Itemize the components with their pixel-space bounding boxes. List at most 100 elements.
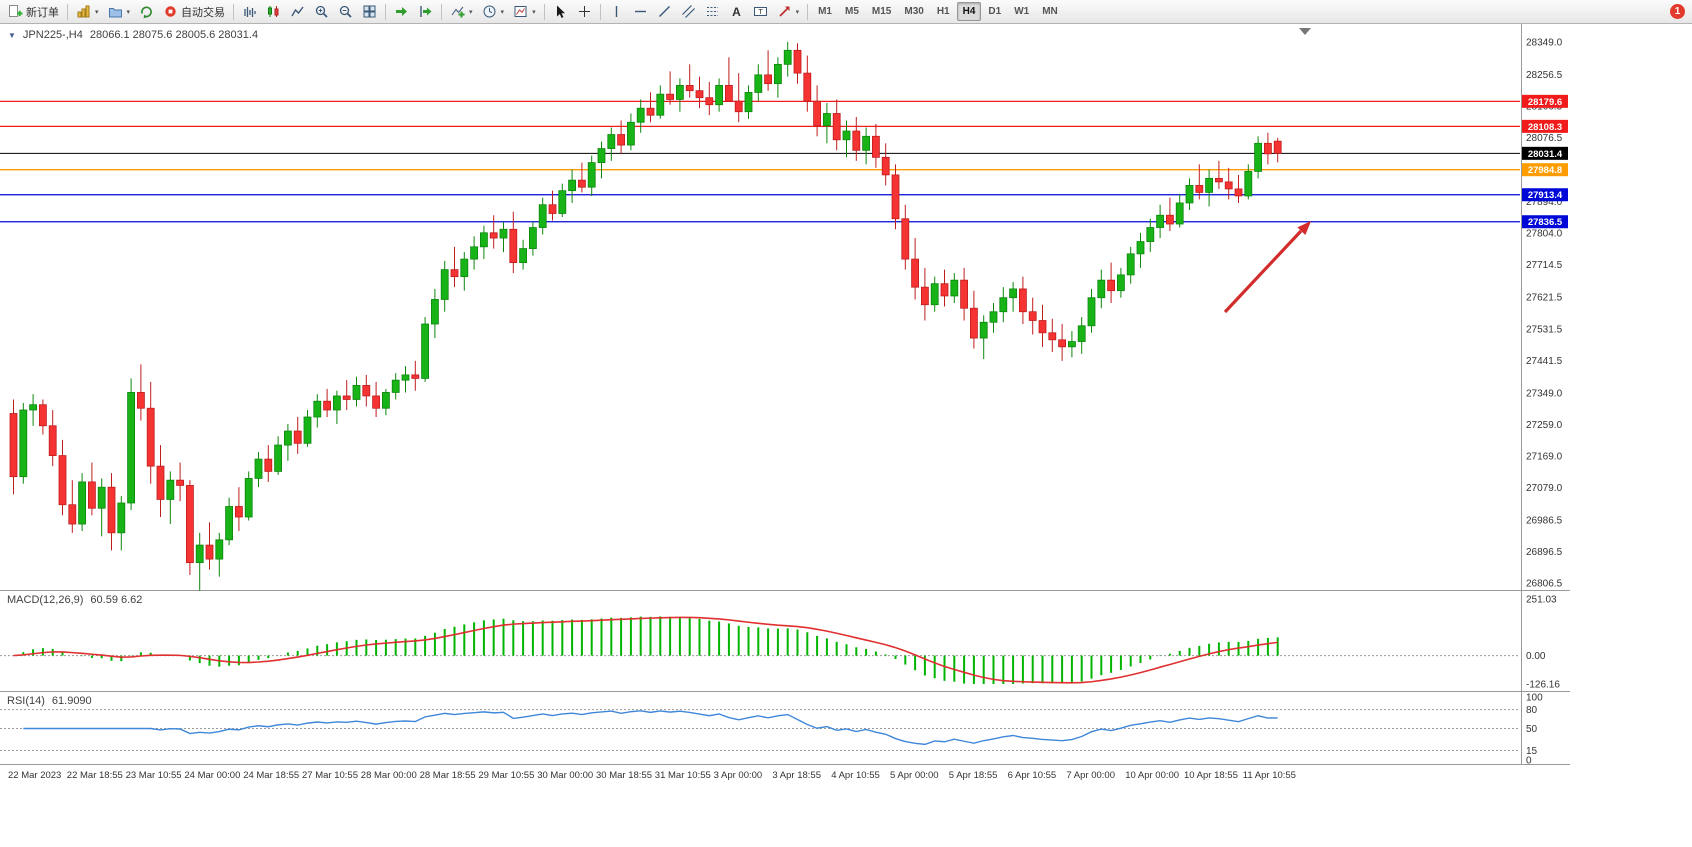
timeframe-button-d1[interactable]: D1 <box>988 6 1002 17</box>
timeframe-button-h1[interactable]: H1 <box>936 6 950 17</box>
candle <box>78 481 86 525</box>
candle <box>587 162 596 188</box>
new-chart-button[interactable]: ▾ <box>72 2 103 22</box>
templates-button[interactable]: ▾ <box>509 2 540 22</box>
candlestick-series <box>9 41 1282 591</box>
text-tool-button[interactable]: A <box>725 2 748 22</box>
price-tag-28179.6 <box>1522 94 1568 108</box>
text-label-tool-button[interactable]: T <box>749 2 772 22</box>
svg-text:A: A <box>732 5 741 19</box>
auto-trading-button[interactable]: 自动交易 <box>159 2 229 22</box>
tile-windows-button[interactable] <box>358 2 381 22</box>
candle <box>1126 253 1135 276</box>
bar-chart-button[interactable] <box>238 2 261 22</box>
chart-shift-marker[interactable] <box>1299 28 1311 35</box>
zoom-out-icon <box>339 5 352 18</box>
zoom-in-button[interactable] <box>310 2 333 22</box>
one-click-trading-icon[interactable]: ▼ <box>8 30 16 40</box>
indicators-button[interactable]: ▾ <box>446 2 477 22</box>
candle <box>430 299 439 325</box>
candle <box>352 385 361 400</box>
candle <box>264 458 273 472</box>
cursor-icon <box>556 5 565 18</box>
candle <box>999 297 1008 313</box>
new-order-icon <box>9 5 23 17</box>
svg-text:27531.5: 27531.5 <box>1526 324 1563 335</box>
candle <box>627 121 635 146</box>
bar-chart-icon <box>244 7 256 17</box>
profiles-icon <box>108 8 122 18</box>
toolbar-separator <box>67 3 68 20</box>
candle <box>117 502 126 534</box>
dropdown-caret: ▾ <box>532 8 536 16</box>
candlestick-chart-icon <box>268 6 279 17</box>
candle <box>862 135 870 151</box>
candle <box>1048 332 1057 341</box>
arrows-tool-button[interactable]: ▾ <box>773 2 804 22</box>
toolbar: 新订单 ▾ ▾ 自动交易 ▾ <box>0 0 1692 24</box>
candle <box>558 190 567 214</box>
profiles-button[interactable]: ▾ <box>104 2 135 22</box>
timeframe-button-m5[interactable]: M5 <box>845 6 859 17</box>
candlestick-chart-button[interactable] <box>262 2 285 22</box>
fibonacci-tool-button[interactable] <box>701 2 724 22</box>
macd-panel[interactable]: 251.03 0.00 -126.16 <box>0 595 1560 691</box>
svg-text:4 Apr 10:55: 4 Apr 10:55 <box>831 770 880 781</box>
toolbar-separator <box>599 3 601 20</box>
new-order-button[interactable]: 新订单 <box>4 2 63 22</box>
auto-scroll-button[interactable] <box>390 2 413 22</box>
candle <box>48 425 57 457</box>
svg-text:-126.16: -126.16 <box>1526 680 1560 691</box>
crosshair-icon <box>578 6 590 17</box>
svg-text:27079.0: 27079.0 <box>1526 483 1563 494</box>
timeframe-button-w1[interactable]: W1 <box>1014 6 1030 17</box>
timeframe-button-m30[interactable]: M30 <box>904 6 924 17</box>
timeframe-button-m1[interactable]: M1 <box>818 6 832 17</box>
candle <box>930 283 939 306</box>
cursor-button[interactable] <box>549 2 572 22</box>
text-icon: A <box>732 5 741 19</box>
svg-text:T: T <box>758 7 763 16</box>
horizontal-line-icon <box>634 10 646 13</box>
candle <box>225 506 234 541</box>
candle <box>548 204 557 214</box>
channel-tool-button[interactable] <box>677 2 700 22</box>
candle <box>176 479 185 486</box>
timeframe-button-m15[interactable]: M15 <box>871 6 892 17</box>
svg-text:27169.0: 27169.0 <box>1526 451 1563 462</box>
candle <box>1264 142 1272 155</box>
candle <box>440 269 449 300</box>
refresh-icon <box>141 6 152 19</box>
chart-canvas[interactable]: 28349.028256.528166.528076.527986.527894… <box>0 24 1692 847</box>
candle <box>832 113 841 141</box>
trendline-tool-button[interactable] <box>653 2 676 22</box>
tile-windows-icon <box>363 5 376 18</box>
notification-badge[interactable]: 1 <box>1670 4 1685 19</box>
vertical-line-tool-button[interactable] <box>605 2 628 22</box>
candle <box>1156 214 1164 228</box>
chart-shift-button[interactable] <box>414 2 437 22</box>
candle <box>185 485 194 564</box>
candle <box>58 455 67 506</box>
refresh-button[interactable] <box>135 2 158 22</box>
candle <box>88 481 96 509</box>
horizontal-line-tool-button[interactable] <box>629 2 652 22</box>
time-axis[interactable]: 22 Mar 2023 22 Mar 18:55 23 Mar 10:55 24 Ma… <box>8 770 1296 781</box>
candle <box>754 74 763 93</box>
crosshair-button[interactable] <box>573 2 596 22</box>
line-chart-button[interactable] <box>286 2 309 22</box>
toolbar-separator <box>807 3 809 20</box>
svg-text:7 Apr 00:00: 7 Apr 00:00 <box>1066 770 1115 781</box>
candle <box>479 232 488 248</box>
periods-button[interactable]: ▾ <box>478 2 509 22</box>
zoom-out-button[interactable] <box>334 2 357 22</box>
candle <box>68 504 77 525</box>
svg-text:27984.8: 27984.8 <box>1528 165 1562 176</box>
candle <box>979 321 988 339</box>
timeframe-button-h4[interactable]: H4 <box>956 2 982 21</box>
candle <box>1136 241 1145 255</box>
timeframe-button-mn[interactable]: MN <box>1042 6 1058 17</box>
chart-shift-icon <box>420 6 432 17</box>
arrow-annotation[interactable] <box>1223 221 1311 314</box>
